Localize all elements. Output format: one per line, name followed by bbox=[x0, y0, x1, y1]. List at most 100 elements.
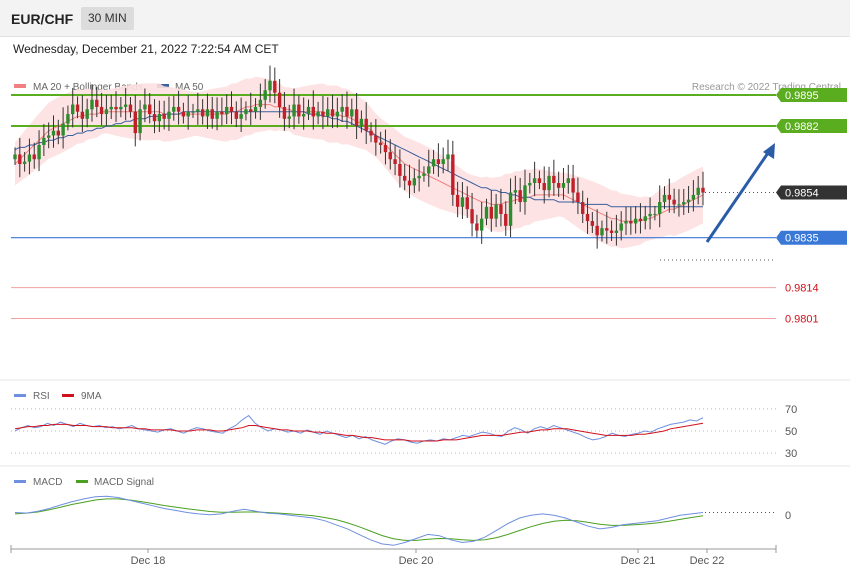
candle-body bbox=[657, 202, 662, 214]
chart-credit: Research © 2022 Trading Central bbox=[692, 82, 841, 93]
candle-body bbox=[244, 109, 248, 115]
candle-body bbox=[508, 192, 513, 226]
legend-rsi: RSI bbox=[33, 391, 50, 402]
currency-pair[interactable]: EUR/CHF bbox=[11, 11, 74, 27]
candle-body bbox=[571, 178, 575, 193]
legend-swatch-9ma bbox=[62, 394, 74, 397]
candle-body bbox=[80, 111, 85, 119]
candle-body bbox=[335, 111, 340, 117]
x-tick-label: Dec 20 bbox=[399, 555, 434, 567]
candle-body bbox=[133, 111, 137, 134]
legend-swatch-macd-signal bbox=[76, 480, 88, 483]
candle-body bbox=[114, 106, 118, 110]
level-label-0.9814: 0.9814 bbox=[785, 283, 819, 295]
candle-body bbox=[263, 90, 267, 100]
candle-body bbox=[186, 111, 190, 117]
rsi-tick: 70 bbox=[785, 404, 797, 416]
candle-body bbox=[393, 159, 397, 164]
candle-body bbox=[547, 175, 551, 191]
level-label-0.9854: 0.9854 bbox=[785, 188, 819, 200]
candle-body bbox=[407, 180, 412, 186]
candle-body bbox=[494, 204, 498, 219]
candle-body bbox=[148, 104, 152, 115]
candle-body bbox=[42, 137, 46, 145]
candle-body bbox=[412, 178, 417, 186]
candle-body bbox=[119, 106, 123, 110]
candle-body bbox=[561, 183, 566, 188]
candle-body bbox=[46, 135, 51, 138]
rsi-tick: 50 bbox=[785, 426, 797, 438]
candle-body bbox=[624, 221, 628, 224]
candle-body bbox=[431, 159, 436, 167]
level-label-0.9835: 0.9835 bbox=[785, 233, 819, 245]
candle-body bbox=[71, 104, 75, 115]
candle-body bbox=[451, 154, 455, 195]
candle-body bbox=[138, 109, 142, 134]
level-tag-0.9882 bbox=[776, 118, 847, 133]
legend-macd: MACD bbox=[33, 477, 62, 488]
bollinger-band bbox=[15, 76, 703, 249]
candle-body bbox=[143, 104, 147, 110]
candle-body bbox=[479, 218, 484, 231]
candle-body bbox=[258, 99, 263, 107]
chart-datetime: Wednesday, December 21, 2022 7:22:54 AM … bbox=[13, 42, 279, 56]
candle-body bbox=[326, 109, 330, 117]
legend-ma20: MA 20 + Bollinger Bands bbox=[33, 82, 143, 93]
legend-ma50: MA 50 bbox=[175, 82, 204, 93]
candle-body bbox=[364, 118, 368, 131]
candle-body bbox=[359, 118, 364, 126]
legend-macd-signal: MACD Signal bbox=[94, 477, 154, 488]
candle-body bbox=[18, 154, 22, 164]
candle-body bbox=[436, 159, 441, 164]
candle-body bbox=[157, 114, 162, 122]
timeframe-button[interactable]: 30 MIN bbox=[81, 7, 134, 30]
level-label-0.9801: 0.9801 bbox=[785, 314, 819, 326]
candle-body bbox=[292, 104, 296, 117]
candle-body bbox=[220, 111, 224, 115]
candle-body bbox=[566, 178, 570, 184]
level-label-0.9882: 0.9882 bbox=[785, 121, 819, 133]
candle-body bbox=[523, 185, 527, 203]
candle-body bbox=[109, 106, 113, 110]
candle-body bbox=[277, 92, 282, 107]
candle-body bbox=[614, 230, 619, 233]
candle-body bbox=[90, 99, 94, 110]
candle-body bbox=[600, 228, 604, 236]
x-tick-label: Dec 21 bbox=[621, 555, 656, 567]
candle-body bbox=[398, 164, 402, 176]
candle-body bbox=[585, 213, 590, 222]
candle-body bbox=[504, 213, 508, 226]
candle-body bbox=[489, 206, 494, 219]
legend-9ma: 9MA bbox=[81, 391, 102, 402]
ma50-line bbox=[14, 111, 703, 208]
legend-swatch-macd bbox=[14, 480, 26, 483]
candle-body bbox=[556, 183, 561, 188]
candle-body bbox=[253, 106, 258, 112]
candle-body bbox=[104, 109, 109, 115]
candle-body bbox=[205, 109, 210, 117]
candle-body bbox=[446, 154, 450, 160]
candle-body bbox=[590, 221, 595, 226]
candle-body bbox=[13, 154, 17, 160]
candle-body bbox=[37, 144, 41, 160]
x-tick-label: Dec 22 bbox=[690, 555, 725, 567]
candle-body bbox=[653, 213, 657, 215]
candle-body bbox=[196, 109, 200, 112]
candle-body bbox=[306, 106, 311, 115]
candle-body bbox=[330, 109, 335, 117]
candle-body bbox=[518, 190, 522, 203]
candle-body bbox=[581, 202, 585, 214]
candle-body bbox=[239, 114, 243, 119]
candle-body bbox=[422, 173, 426, 176]
candle-body bbox=[301, 114, 306, 117]
candle-body bbox=[249, 109, 253, 112]
candle-body bbox=[552, 175, 556, 184]
forecast-arrow bbox=[705, 149, 772, 243]
candle-body bbox=[200, 109, 205, 117]
rsi-ma-line bbox=[14, 422, 704, 442]
candle-body bbox=[128, 104, 133, 112]
candle-body bbox=[648, 213, 652, 217]
chart-header: EUR/CHF 30 MIN bbox=[0, 0, 850, 37]
candle-body bbox=[455, 194, 460, 207]
candle-body bbox=[682, 202, 686, 205]
